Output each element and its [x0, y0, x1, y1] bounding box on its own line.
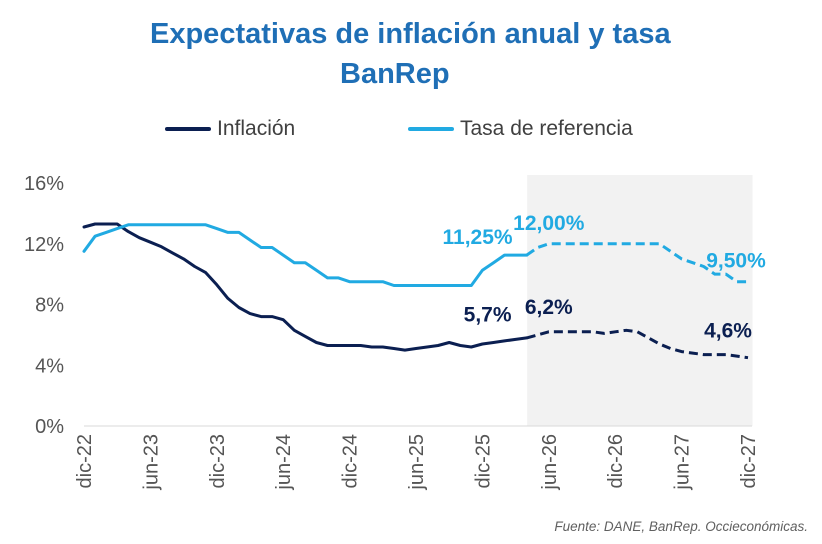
legend-label-inflation: Inflación	[217, 117, 296, 140]
x-tick-label: jun-27	[672, 434, 694, 491]
x-tick-label: jun-25	[406, 434, 428, 491]
x-tick-label: dic-24	[340, 434, 362, 488]
data-label-rate: 9,50%	[706, 250, 766, 273]
chart-legend: Inflación Tasa de referencia	[0, 117, 822, 147]
y-tick-label: 4%	[35, 355, 64, 377]
x-tick-label: dic-23	[207, 434, 229, 488]
forecast-band	[527, 175, 753, 426]
data-label-rate: 12,00%	[513, 212, 585, 235]
legend-swatch-rate	[408, 127, 454, 131]
x-tick-label: dic-26	[605, 434, 627, 488]
source-note: Fuente: DANE, BanRep. Occieconómicas.	[554, 519, 808, 534]
series-line-rate-forecast	[525, 242, 748, 284]
data-label-inflation: 5,7%	[464, 303, 512, 326]
x-tick-label: jun-24	[273, 434, 295, 491]
y-tick-label: 8%	[35, 295, 64, 317]
chart-title: Expectativas de inflación anual y tasa B…	[150, 14, 810, 94]
legend-swatch-inflation	[165, 127, 211, 131]
data-label-inflation: 4,6%	[704, 320, 752, 343]
legend-label-rate: Tasa de referencia	[460, 117, 633, 140]
series-line-inflation-forecast	[526, 328, 749, 360]
legend-item-inflation: Inflación	[165, 117, 295, 141]
y-tick-label: 0%	[35, 416, 64, 438]
data-label-inflation: 6,2%	[525, 296, 573, 319]
chart-title-line1: Expectativas de inflación anual y tasa	[150, 18, 671, 50]
series-line-inflation	[82, 222, 529, 352]
x-tick-label: jun-26	[539, 434, 561, 491]
y-tick-label: 12%	[24, 234, 64, 256]
x-tick-label: jun-23	[140, 434, 162, 491]
legend-item-rate: Tasa de referencia	[408, 117, 633, 141]
chart-title-line2: BanRep	[340, 58, 450, 90]
y-tick-label: 16%	[24, 173, 64, 195]
x-tick-label: dic-25	[472, 434, 494, 488]
x-tick-label: dic-27	[738, 434, 760, 488]
series-line-rate	[82, 223, 529, 287]
x-tick-label: dic-22	[74, 434, 96, 488]
data-label-rate: 11,25%	[443, 226, 513, 249]
